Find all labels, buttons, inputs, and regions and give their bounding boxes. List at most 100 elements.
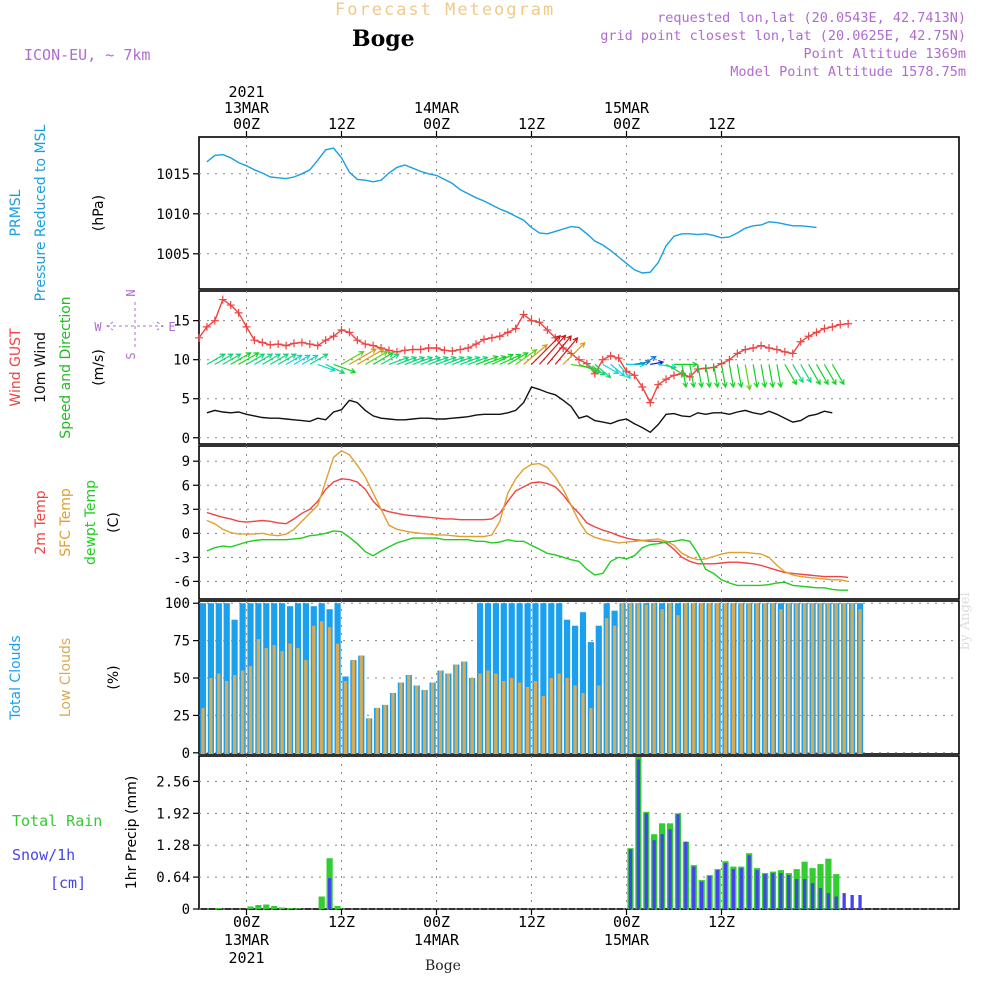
panel-title-line: Speed and Direction — [58, 296, 74, 438]
bar-low_clouds — [399, 682, 403, 754]
bar-low_clouds — [494, 673, 498, 754]
bar-low_clouds — [597, 685, 601, 754]
bar-total_clouds — [516, 603, 523, 754]
gust-marker — [290, 339, 298, 348]
top-time-label: 12Z — [708, 115, 735, 133]
y-tick-label: 1.92 — [156, 806, 190, 822]
gust-marker — [480, 335, 488, 344]
point-altitude: Point Altitude 1369m — [803, 46, 966, 62]
gust-marker — [733, 349, 742, 358]
wind-direction-arrow — [712, 364, 720, 389]
top-time-label: 2021 — [228, 83, 264, 101]
bar-low_clouds — [470, 678, 474, 754]
bar-snow — [818, 888, 823, 909]
bar-low_clouds — [668, 603, 672, 754]
bar-low_clouds — [581, 693, 585, 754]
gust-marker — [361, 340, 370, 349]
gust-marker — [503, 328, 512, 337]
panel-title-line: SFC Temp — [58, 488, 74, 557]
gust-marker — [321, 336, 330, 345]
bar-low_clouds — [613, 625, 617, 754]
y-tick-label: 3 — [182, 502, 190, 518]
gust-marker — [195, 333, 203, 342]
y-tick-label: 1015 — [156, 167, 190, 183]
gust-marker — [337, 326, 346, 335]
bar-low_clouds — [692, 603, 696, 754]
gust-marker — [606, 351, 615, 360]
bar-snow — [810, 883, 815, 909]
panel-unit-label: (hPa) — [91, 195, 107, 231]
bar-snow — [850, 895, 854, 909]
gust-marker — [543, 326, 552, 335]
y-tick-label: 75 — [173, 634, 190, 650]
gust-marker — [765, 343, 773, 352]
bar-low_clouds — [367, 718, 371, 754]
bar-total_clouds — [587, 642, 594, 754]
gust-marker — [630, 371, 639, 380]
legend-total-rain: Total Rain — [12, 812, 102, 830]
bar-low_clouds — [478, 673, 482, 754]
panel-pressure: 1005 1010 1015 PRMSL Pressure Reduced to MSL… — [8, 124, 960, 301]
bottom-time-label: 00Z — [423, 913, 450, 931]
bar-rain — [287, 908, 294, 909]
bar-low_clouds — [256, 639, 260, 754]
bar-low_clouds — [248, 666, 253, 754]
wind-direction-arrow — [325, 363, 346, 374]
bar-snow — [692, 866, 696, 909]
bar-snow — [858, 895, 862, 909]
bar-low_clouds — [462, 661, 466, 754]
bar-total_clouds — [532, 603, 539, 754]
bottom-time-label: 14MAR — [414, 931, 460, 949]
wind-direction-arrow — [815, 364, 829, 386]
gust-marker — [670, 371, 678, 380]
bar-low_clouds — [304, 660, 308, 754]
bar-low_clouds — [510, 678, 514, 754]
bar-low_clouds — [383, 704, 387, 754]
gust-marker — [804, 332, 813, 341]
bottom-time-label: 12Z — [328, 913, 355, 931]
bar-rain — [279, 907, 286, 909]
y-tick-label: 2.56 — [156, 774, 190, 790]
gust-marker — [369, 341, 378, 350]
gust-marker — [329, 332, 338, 341]
wind-direction-arrow — [618, 363, 631, 380]
y-tick-label: 25 — [173, 708, 190, 724]
wind-direction-arrow — [357, 348, 385, 365]
bar-low_clouds — [787, 603, 791, 754]
y-tick-label: -3 — [173, 550, 190, 566]
wind-direction-arrow — [412, 356, 434, 365]
wind-direction-arrow — [499, 353, 522, 365]
bar-low_clouds — [438, 670, 443, 754]
panel-title-line: Wind GUST — [8, 328, 24, 407]
bar-rain — [247, 906, 254, 909]
gust-marker — [464, 343, 473, 352]
gust-marker — [780, 347, 789, 356]
gust-marker — [448, 347, 457, 356]
series-line-wind — [206, 386, 833, 434]
panel-title-line: dewpt Temp — [83, 480, 99, 565]
wind-direction-arrow — [531, 334, 562, 365]
panel-unit-label: (C) — [106, 512, 122, 533]
wind-direction-arrow — [285, 354, 303, 365]
bar-low_clouds — [763, 603, 767, 754]
wind-direction-arrow — [214, 353, 234, 365]
bar-low_clouds — [747, 603, 751, 754]
gust-marker — [654, 380, 663, 389]
y-tick-label: 0.64 — [156, 870, 190, 886]
top-time-label: 12Z — [328, 115, 355, 133]
wind-direction-arrow — [768, 364, 776, 389]
bar-low_clouds — [343, 681, 348, 754]
gust-marker — [282, 341, 291, 350]
panel-title-line: Total Clouds — [8, 635, 24, 720]
top-time-label: 12Z — [518, 115, 545, 133]
bar-total_clouds — [500, 603, 507, 754]
bottom-time-label: 13MAR — [224, 931, 270, 949]
bar-low_clouds — [565, 678, 569, 754]
bar-snow — [715, 870, 720, 909]
bar-low_clouds — [288, 643, 292, 754]
wind-direction-arrow — [420, 356, 442, 365]
top-time-label: 00Z — [233, 115, 260, 133]
bar-low_clouds — [731, 603, 735, 754]
gust-marker — [646, 398, 655, 407]
